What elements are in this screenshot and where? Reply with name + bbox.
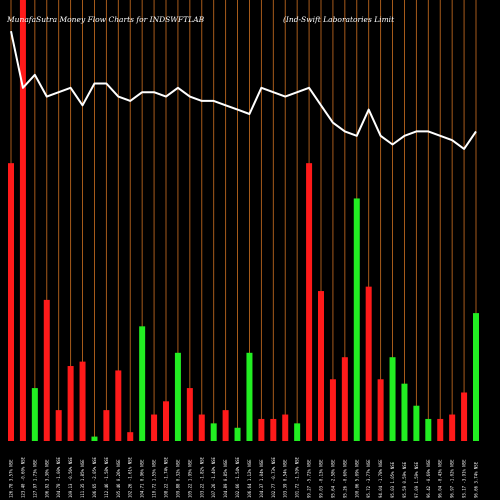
money-flow-bar (401, 383, 408, 441)
money-flow-bar (318, 291, 324, 441)
money-flow-bar (103, 410, 110, 441)
x-tick-label: 105.46 0.26% NSE (116, 459, 121, 498)
money-flow-bar (19, 0, 26, 441)
money-flow-bar (365, 286, 372, 441)
money-flow-bar (222, 410, 229, 441)
money-flow-bar (67, 366, 74, 441)
x-tick-label: 123.40 -0.60% NSE (20, 456, 25, 498)
money-flow-bar (115, 370, 122, 441)
money-flow-bar (353, 198, 360, 441)
money-flow-bar (79, 361, 86, 441)
chart-subtitle: (Ind-Swift Laboratories Limit (283, 15, 395, 24)
money-flow-bar (437, 418, 444, 441)
money-flow-bar (246, 352, 253, 441)
price-line-layer (10, 30, 477, 150)
money-flow-bar (127, 432, 134, 441)
x-tick-label: 104.71 0.96% NSE (140, 459, 145, 498)
x-tick-label: 109.13 -0.56% NSE (68, 456, 73, 498)
money-flow-bar (210, 423, 217, 441)
x-tick-label: 102.66 -1.54% NSE (235, 456, 240, 498)
money-flow-bar (55, 410, 62, 441)
x-tick-label: 107.26 -1.40% NSE (211, 456, 216, 498)
money-flow-bar (341, 357, 348, 441)
money-flow-bar (425, 418, 432, 441)
money-flow-bar (449, 414, 456, 441)
x-tick-label: 99.03 -0.13% NSE (319, 459, 324, 498)
x-tick-label: 108.22 -1.74% NSE (164, 456, 169, 498)
x-tick-label: 94.04 -1.78% NSE (378, 459, 383, 498)
x-tick-label: 106.92 3.30% NSE (44, 459, 49, 498)
money-flow-bar (282, 414, 289, 441)
x-tick-label: 106.64 1.12% NSE (247, 459, 252, 498)
money-flow-bar (389, 357, 396, 441)
money-flow-bar (43, 299, 50, 441)
money-flow-bar (139, 326, 146, 441)
gridlines (10, 0, 477, 441)
x-tick-label: 110.72 1.55% NSE (152, 459, 157, 498)
x-tick-label: 96.66 3.74% NSE (474, 461, 479, 498)
money-flow-bar (234, 427, 241, 441)
x-tick-label: 96.42 -0.69% NSE (426, 459, 431, 498)
x-tick-label: 96.97 -1.02% NSE (450, 459, 455, 498)
money-flow-bar (31, 388, 38, 441)
x-tick-label: 105.22 1.95% NSE (187, 459, 192, 498)
money-flow-bars (8, 0, 479, 442)
x-tick-label: 104.37 1.04% NSE (259, 459, 264, 498)
x-tick-label: 104.89 0.85% NSE (223, 459, 228, 498)
money-flow-bar (198, 414, 205, 441)
money-flow-bar (186, 388, 193, 441)
x-tick-label: 106.65 -2.05% NSE (92, 456, 97, 498)
x-tick-label: 95.03 1.05% NSE (390, 461, 395, 498)
x-tick-label: 95.64 -2.58% NSE (330, 459, 335, 498)
x-tick-label: 99.27 -5.72% NSE (307, 459, 312, 498)
x-tick-label: 97.09 1.59% NSE (414, 461, 419, 498)
x-tick-label: 126.78 3.57% NSE (9, 459, 14, 498)
money-flow-bar (377, 379, 384, 441)
x-tick-label: 127.97 1.73% NSE (32, 459, 37, 498)
money-flow-bar (270, 418, 277, 441)
x-tick-label: 101.72 -1.59% NSE (295, 456, 300, 498)
x-tick-label: 104.78 -1.00% NSE (56, 456, 61, 498)
money-flow-bar (294, 423, 301, 441)
chart-title: MunafaSutra Money Flow Charts for INDSWF… (6, 15, 205, 24)
money-flow-bar (329, 379, 336, 441)
x-tick-label: 111.35 1.85% NSE (80, 459, 85, 498)
x-tick-label: 102.77 -0.73% NSE (271, 456, 276, 498)
x-tick-label: 112.46 -1.58% NSE (104, 456, 109, 498)
money-flow-bar (473, 313, 479, 441)
money-flow-bar (91, 436, 98, 441)
x-tick-label: 95.26 -0.60% NSE (342, 459, 347, 498)
x-tick-label: 103.22 -1.82% NSE (199, 456, 204, 498)
money-flow-bar (306, 163, 313, 442)
x-tick-label: 96.04 -0.43% NSE (438, 459, 443, 498)
x-tick-label: 102.26 -1.61% NSE (128, 456, 133, 498)
x-tick-label: 95.72 -3.77% NSE (366, 459, 371, 498)
money-flow-bar (8, 163, 14, 442)
money-flow-bar (461, 392, 468, 441)
money-flow-bar (174, 352, 181, 441)
price-line (10, 30, 477, 150)
x-tick-label: 93.17 -3.91% NSE (462, 459, 467, 498)
x-tick-label: 109.88 0.32% NSE (175, 459, 180, 498)
x-tick-label: 100.06 5.09% NSE (354, 459, 359, 498)
x-tick-label: 103.39 0.54% NSE (283, 459, 288, 498)
money-flow-bar (151, 414, 158, 441)
money-flow-bar (413, 405, 420, 441)
x-tick-label: 95.59 0.59% NSE (402, 461, 407, 498)
x-tick-labels: 126.78 3.57% NSE 123.40 -0.60% NSE 127.97 … (9, 456, 479, 498)
money-flow-bar (258, 418, 265, 441)
money-flow-bar (163, 401, 169, 441)
